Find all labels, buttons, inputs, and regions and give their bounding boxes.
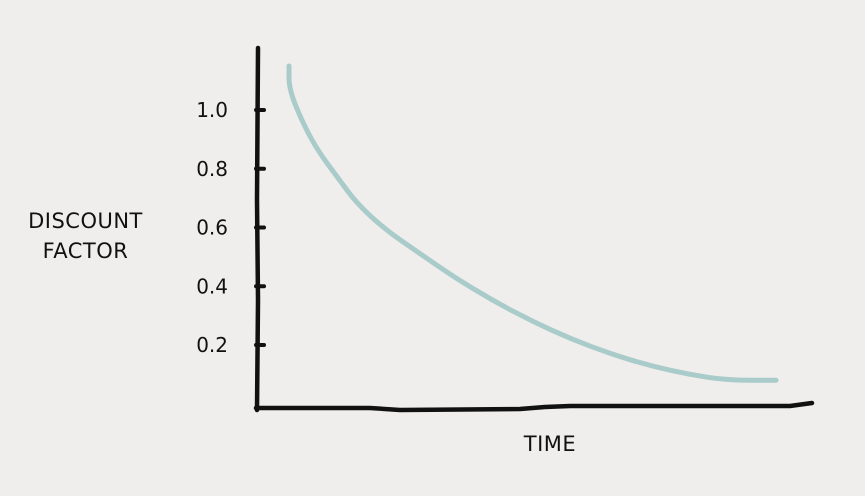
x-axis-line [253,400,815,413]
y-axis-label-line-1: DISCOUNT [28,209,143,233]
y-tick-label: 0.4 [196,274,228,298]
x-axis-label: TIME [523,432,577,456]
series-layer [286,63,779,383]
y-axis-line [254,45,261,413]
y-axis-label-line-2: FACTOR [42,239,129,263]
y-tick-label: 0.2 [196,333,228,357]
y-tick-label: 1.0 [196,98,228,122]
y-axis-label: DISCOUNT FACTOR [8,206,163,266]
y-tick-label: 0.8 [196,157,228,181]
y-ticks: 1.0 0.8 0.6 0.4 0.2 [196,98,266,357]
y-tick-label: 0.6 [196,216,228,240]
axes [253,45,815,413]
discount-factor-line [286,63,779,383]
